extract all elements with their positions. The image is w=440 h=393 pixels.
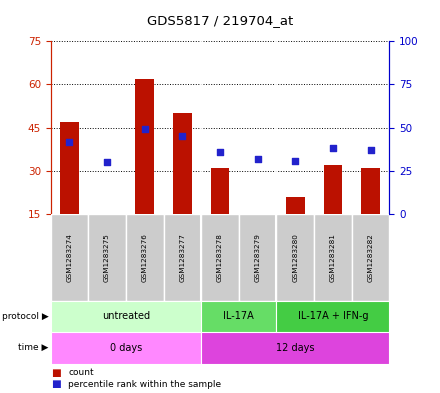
Text: ■: ■	[51, 379, 60, 389]
Text: GSM1283280: GSM1283280	[292, 233, 298, 282]
Bar	[126, 214, 164, 301]
Bar	[173, 113, 192, 214]
Bar	[60, 122, 79, 214]
Text: time ▶: time ▶	[18, 343, 48, 352]
Point	[216, 149, 224, 155]
Bar	[276, 214, 314, 301]
Text: untreated: untreated	[102, 311, 150, 321]
Text: protocol ▶: protocol ▶	[2, 312, 48, 321]
Point	[330, 145, 337, 152]
Point	[66, 138, 73, 145]
Bar	[276, 301, 389, 332]
Bar	[239, 214, 276, 301]
Text: GSM1283279: GSM1283279	[255, 233, 260, 282]
Text: GSM1283278: GSM1283278	[217, 233, 223, 282]
Text: count: count	[68, 368, 94, 377]
Point	[292, 158, 299, 164]
Text: GSM1283274: GSM1283274	[66, 233, 73, 282]
Text: 12 days: 12 days	[276, 343, 315, 353]
Bar	[51, 301, 201, 332]
Text: 0 days: 0 days	[110, 343, 142, 353]
Bar	[352, 214, 389, 301]
Bar	[361, 168, 380, 214]
Point	[103, 159, 110, 165]
Bar	[201, 332, 389, 364]
Text: GSM1283281: GSM1283281	[330, 233, 336, 282]
Bar	[201, 214, 239, 301]
Point	[367, 147, 374, 153]
Text: GSM1283275: GSM1283275	[104, 233, 110, 282]
Point	[141, 126, 148, 132]
Text: GSM1283276: GSM1283276	[142, 233, 148, 282]
Text: ■: ■	[51, 367, 60, 378]
Bar	[201, 301, 276, 332]
Text: GDS5817 / 219704_at: GDS5817 / 219704_at	[147, 14, 293, 27]
Bar	[88, 214, 126, 301]
Text: GSM1283277: GSM1283277	[180, 233, 185, 282]
Bar	[51, 332, 201, 364]
Text: IL-17A: IL-17A	[224, 311, 254, 321]
Point	[179, 133, 186, 140]
Bar	[51, 214, 88, 301]
Bar	[323, 165, 342, 214]
Text: GSM1283282: GSM1283282	[367, 233, 374, 282]
Point	[254, 156, 261, 162]
Bar	[211, 168, 229, 214]
Bar	[314, 214, 352, 301]
Text: percentile rank within the sample: percentile rank within the sample	[68, 380, 221, 389]
Bar	[136, 79, 154, 214]
Bar	[164, 214, 201, 301]
Bar	[286, 197, 305, 214]
Text: IL-17A + IFN-g: IL-17A + IFN-g	[298, 311, 368, 321]
